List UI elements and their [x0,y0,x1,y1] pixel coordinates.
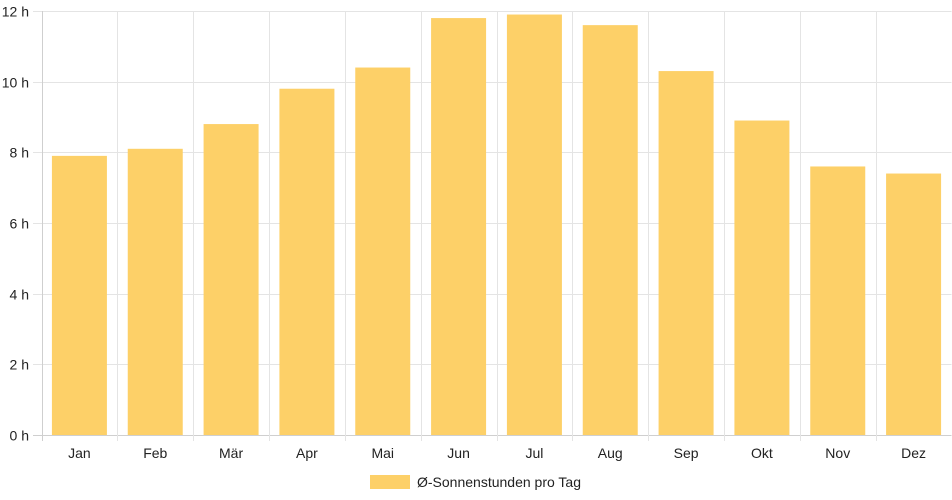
x-tick-label: Feb [143,445,167,461]
x-tick-label: Apr [296,445,318,461]
bar-mär[interactable] [203,124,259,436]
y-tick-label: 2 h [10,357,29,373]
grid-lines [33,11,952,441]
legend[interactable]: Ø-Sonnenstunden pro Tag [370,474,581,490]
bar-jan[interactable] [51,155,107,435]
y-tick-label: 10 h [2,75,29,91]
y-tick-label: 0 h [10,428,29,444]
x-tick-label: Jul [525,445,543,461]
bar-feb[interactable] [127,148,183,436]
bar-apr[interactable] [279,88,335,435]
bars [51,14,942,436]
y-tick-label: 8 h [10,145,29,161]
bar-dez[interactable] [886,173,942,436]
legend-swatch[interactable] [370,475,410,489]
legend-label[interactable]: Ø-Sonnenstunden pro Tag [417,474,581,490]
x-tick-label: Sep [674,445,699,461]
bar-jul[interactable] [506,14,562,436]
bar-aug[interactable] [582,25,638,436]
y-tick-labels: 0 h 2 h 4 h 6 h 8 h 10 h 12 h [2,4,29,444]
x-tick-label: Okt [751,445,773,461]
x-tick-labels: Jan Feb Mär Apr Mai Jun Jul Aug Sep Okt Nov Dez [68,445,926,461]
x-tick-label: Jun [447,445,470,461]
y-tick-label: 6 h [10,216,29,232]
x-tick-label: Dez [901,445,926,461]
x-tick-label: Aug [598,445,623,461]
x-tick-label: Mär [219,445,243,461]
bar-mai[interactable] [355,67,411,436]
x-tick-label: Jan [68,445,91,461]
bar-okt[interactable] [734,120,790,436]
y-tick-label: 4 h [10,287,29,303]
bar-sep[interactable] [658,71,714,436]
bar-nov[interactable] [810,166,866,435]
x-tick-label: Mai [371,445,394,461]
bar-jun[interactable] [431,18,487,436]
x-tick-label: Nov [825,445,850,461]
y-tick-label: 12 h [2,4,29,20]
